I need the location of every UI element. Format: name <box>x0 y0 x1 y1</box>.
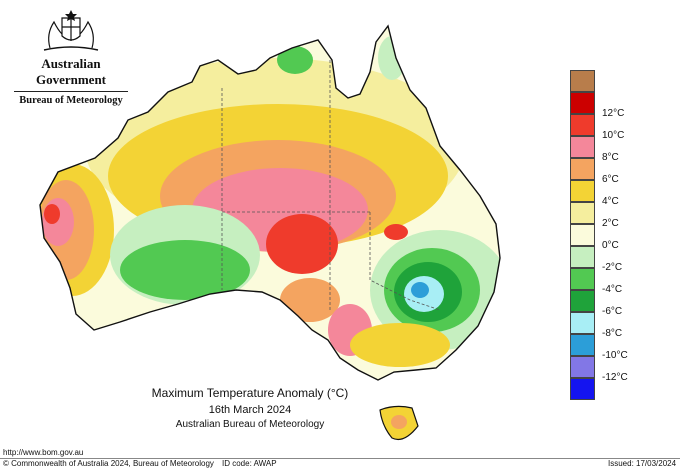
header-divider <box>14 91 128 92</box>
legend-swatch <box>570 180 595 202</box>
legend-label: -2°C <box>602 262 623 273</box>
map-title: Maximum Temperature Anomaly (°C) <box>151 386 349 400</box>
legend-swatch <box>570 202 595 224</box>
government-logo: Australian Government Bureau of Meteorol… <box>10 8 132 106</box>
legend-swatch <box>570 224 595 246</box>
state-borders <box>221 60 441 311</box>
legend-label: -6°C <box>602 306 623 317</box>
bureau-name: Bureau of Meteorology <box>19 95 123 106</box>
legend-label: 0°C <box>602 240 619 251</box>
map-caption: Maximum Temperature Anomaly (°C) 16th Ma… <box>100 386 400 430</box>
legend-swatch <box>570 70 595 92</box>
legend-swatch <box>570 136 595 158</box>
legend-swatch <box>570 114 595 136</box>
legend-swatch <box>570 312 595 334</box>
anomaly-map <box>39 25 501 441</box>
footer-id-code: ID code: AWAP <box>222 459 277 468</box>
legend-swatch <box>570 158 595 180</box>
map-date: 16th March 2024 <box>208 404 292 416</box>
legend-label: 2°C <box>602 218 619 229</box>
legend-swatch <box>570 356 595 378</box>
legend-label: -4°C <box>602 284 623 295</box>
footer-issued: Issued: 17/03/2024 <box>608 459 677 468</box>
legend-label: 10°C <box>602 130 625 141</box>
footer-url[interactable]: http://www.bom.gov.au <box>3 448 84 457</box>
legend-swatch <box>570 378 595 400</box>
legend-label: 6°C <box>602 174 619 185</box>
legend-label: -10°C <box>602 350 628 361</box>
anomaly-fill <box>40 26 500 380</box>
legend-label: 12°C <box>602 108 625 119</box>
tasmania-anomaly-core <box>391 415 407 429</box>
legend-label: 8°C <box>602 152 619 163</box>
legend-label: -8°C <box>602 328 623 339</box>
footer-copyright: © Commonwealth of Australia 2024, Bureau… <box>3 459 214 468</box>
legend-label: 4°C <box>602 196 619 207</box>
footer-divider <box>0 458 680 459</box>
legend-swatch <box>570 92 595 114</box>
legend-swatch <box>570 268 595 290</box>
legend-swatch <box>570 290 595 312</box>
government-name: Australian Government <box>35 56 107 87</box>
legend-label: -12°C <box>602 372 628 383</box>
legend-swatch <box>570 246 595 268</box>
coat-of-arms-icon <box>43 10 99 51</box>
map-source: Australian Bureau of Meteorology <box>175 419 325 430</box>
legend-swatch <box>570 334 595 356</box>
